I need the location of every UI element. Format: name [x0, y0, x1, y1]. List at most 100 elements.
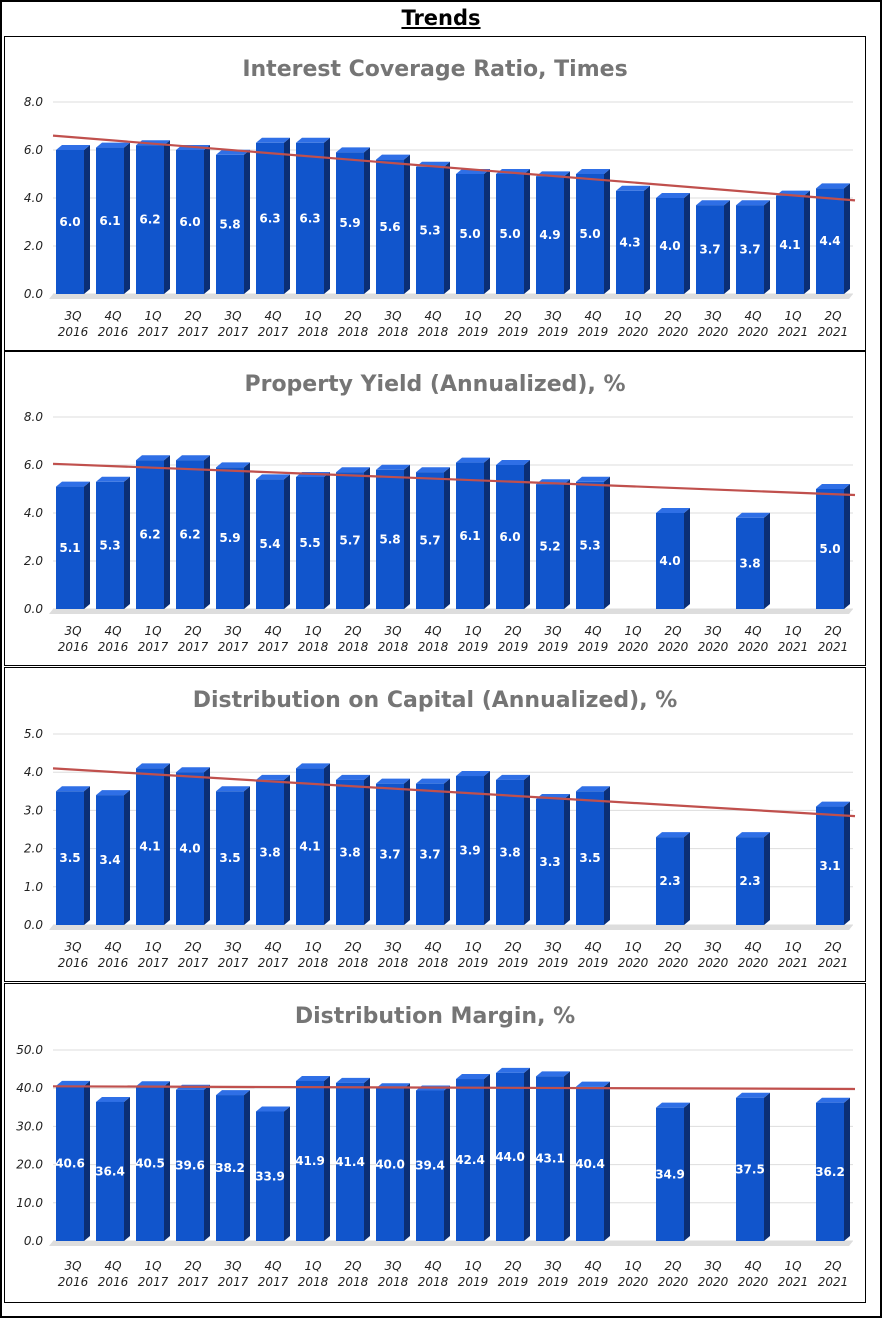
bar — [136, 768, 164, 925]
x-tick-label: 2020 — [618, 640, 649, 654]
data-label: 41.4 — [335, 1155, 365, 1169]
bar-top — [56, 786, 90, 792]
bar-top — [816, 183, 850, 189]
bar-side — [444, 778, 450, 925]
bar — [296, 1080, 324, 1241]
bar-top — [736, 512, 770, 518]
bar — [456, 174, 484, 294]
bar-side — [524, 774, 530, 925]
bar-side — [84, 145, 90, 294]
data-label: 3.8 — [499, 845, 520, 859]
x-tick-label: 2020 — [658, 1275, 689, 1289]
bar-side — [484, 1074, 490, 1241]
bar-side — [804, 190, 810, 294]
x-tick-label: 2Q — [184, 624, 201, 638]
data-label: 5.5 — [299, 536, 320, 550]
data-label: 34.9 — [655, 1167, 685, 1181]
x-tick-label: 2017 — [258, 325, 289, 339]
x-tick-label: 4Q — [424, 940, 441, 954]
data-label: 42.4 — [455, 1153, 485, 1167]
bar — [216, 467, 244, 609]
y-tick-label: 4.0 — [24, 506, 43, 520]
x-tick-label: 2016 — [98, 956, 129, 970]
chart-panel-interest-coverage: Interest Coverage Ratio, Times 0.0 2.0 4.0 6… — [4, 36, 866, 351]
y-tick-label: 8.0 — [24, 95, 43, 109]
x-tick-label: 2018 — [338, 325, 369, 339]
data-label: 6.0 — [499, 530, 520, 544]
x-tick-label: 2016 — [58, 640, 89, 654]
bar-side — [124, 1096, 130, 1241]
x-tick-label: 2016 — [58, 956, 89, 970]
y-tick-label: 0.0 — [24, 1234, 43, 1248]
data-label: 43.1 — [535, 1152, 565, 1166]
bar-side — [604, 1081, 610, 1241]
data-label: 5.6 — [379, 220, 400, 234]
x-tick-label: 2016 — [98, 1275, 129, 1289]
x-tick-label: 4Q — [424, 624, 441, 638]
x-tick-label: 2019 — [538, 1275, 569, 1289]
x-tick-label: 2021 — [778, 640, 809, 654]
data-label: 5.3 — [419, 223, 440, 237]
bar — [496, 779, 524, 925]
x-tick-label: 2017 — [138, 640, 169, 654]
x-tick-label: 3Q — [704, 309, 721, 323]
bar — [56, 150, 84, 294]
x-tick-label: 2018 — [378, 1275, 409, 1289]
bar — [736, 1097, 764, 1241]
x-tick-label: 2018 — [338, 956, 369, 970]
data-label: 36.4 — [95, 1164, 125, 1178]
x-tick-label: 2020 — [698, 1275, 729, 1289]
data-label: 3.5 — [219, 851, 240, 865]
bar-top — [296, 137, 330, 143]
y-tick-label: 2.0 — [24, 239, 43, 253]
bar-side — [124, 476, 130, 609]
bar-top — [736, 200, 770, 206]
x-tick-label: 2Q — [184, 309, 201, 323]
x-tick-label: 2021 — [778, 1275, 809, 1289]
x-tick-label: 3Q — [544, 940, 561, 954]
bar — [616, 190, 644, 294]
x-tick-label: 2017 — [218, 640, 249, 654]
x-tick-label: 1Q — [304, 309, 321, 323]
x-tick-label: 2017 — [178, 956, 209, 970]
bar-side — [444, 467, 450, 609]
bar-top — [136, 1081, 170, 1087]
bar — [696, 205, 724, 294]
x-tick-label: 2017 — [218, 1275, 249, 1289]
property-yield-chart: Property Yield (Annualized), % 0.0 2.0 4.0 6… — [24, 372, 856, 654]
data-label: 5.9 — [219, 531, 240, 545]
bar-side — [404, 464, 410, 609]
bar-side — [844, 484, 850, 609]
x-tick-label: 3Q — [224, 1259, 241, 1273]
bar — [56, 791, 84, 925]
x-tick-label: 2Q — [504, 624, 521, 638]
x-tick-label: 1Q — [144, 940, 161, 954]
x-tick-label: 2019 — [538, 325, 569, 339]
bar — [296, 768, 324, 925]
data-label: 6.2 — [179, 528, 200, 542]
bar — [96, 1101, 124, 1241]
bar-top — [576, 786, 610, 792]
x-tick-label: 2018 — [298, 325, 329, 339]
x-tick-label: 4Q — [264, 940, 281, 954]
x-tick-label: 4Q — [744, 309, 761, 323]
x-tick-label: 4Q — [584, 1259, 601, 1273]
x-tick-label: 2020 — [658, 956, 689, 970]
bar — [816, 489, 844, 609]
x-tick-label: 2017 — [258, 1275, 289, 1289]
x-tick-label: 2020 — [738, 1275, 769, 1289]
bar-top — [96, 476, 130, 482]
bar-top — [56, 145, 90, 150]
x-tick-label: 2017 — [258, 640, 289, 654]
bar — [416, 1090, 444, 1241]
data-label: 5.0 — [459, 227, 480, 241]
bar-side — [604, 169, 610, 294]
x-tick-label: 2018 — [418, 1275, 449, 1289]
x-tick-label: 2016 — [58, 1275, 89, 1289]
x-tick-label: 2019 — [578, 1275, 609, 1289]
bar-side — [444, 161, 450, 294]
x-tick-label: 2Q — [504, 309, 521, 323]
y-tick-label: 30.0 — [16, 1119, 43, 1133]
y-tick-label: 10.0 — [16, 1196, 43, 1210]
bar-side — [84, 481, 90, 609]
